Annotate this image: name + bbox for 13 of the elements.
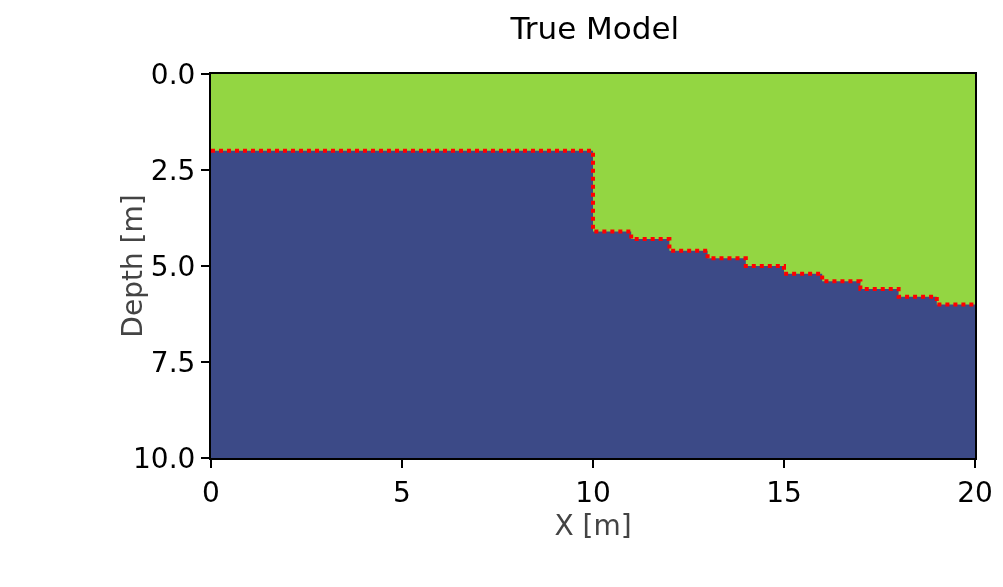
chart-title: True Model: [509, 10, 680, 47]
x-tick-label: 5: [393, 475, 411, 509]
x-tick-label: 20: [957, 475, 993, 509]
y-tick-label: 7.5: [150, 345, 196, 379]
x-tick-label: 15: [766, 475, 802, 509]
y-tick-label: 5.0: [150, 249, 196, 283]
y-tick-label: 2.5: [150, 153, 196, 187]
x-axis-title: X [m]: [554, 508, 632, 542]
y-tick-label: 0.0: [150, 57, 196, 91]
y-tick-label: 10.0: [133, 441, 196, 475]
x-tick-label: 0: [202, 475, 220, 509]
y-axis-title: Depth [m]: [115, 194, 149, 338]
x-tick-label: 10: [575, 475, 611, 509]
